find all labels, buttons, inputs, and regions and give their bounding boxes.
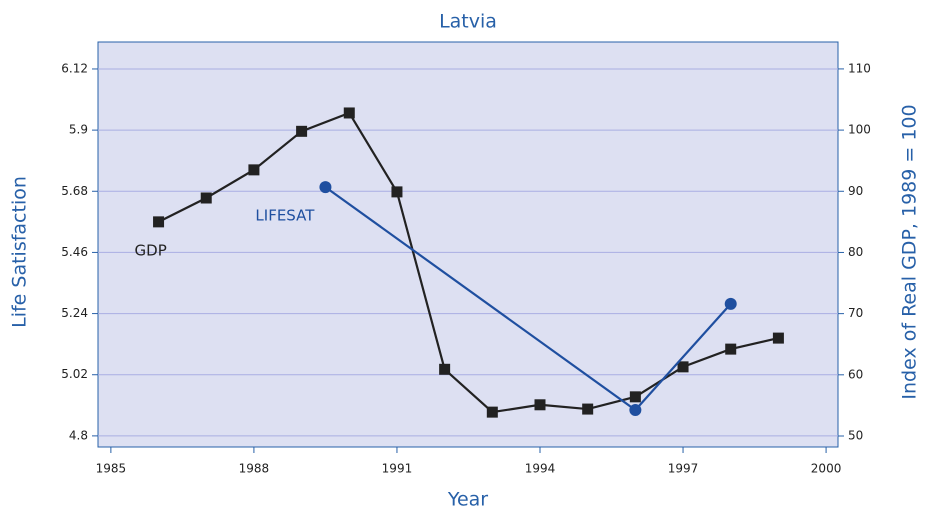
x-tick-label: 1994 — [525, 462, 556, 476]
y2-tick-label: 110 — [848, 61, 871, 75]
y2-axis-title: Index of Real GDP, 1989 = 100 — [899, 104, 921, 399]
marker — [724, 297, 737, 310]
y2-tick-label: 80 — [848, 245, 863, 259]
x-tick-label: 2000 — [811, 462, 842, 476]
series-label: GDP — [135, 241, 167, 259]
marker — [248, 164, 260, 176]
x-tick-label: 1988 — [239, 462, 270, 476]
y-tick-label: 4.8 — [69, 428, 88, 442]
y2-tick-label: 50 — [848, 428, 863, 442]
x-tick-label: 1985 — [96, 462, 127, 476]
marker — [725, 343, 737, 355]
marker — [582, 403, 594, 415]
marker — [486, 406, 498, 418]
plot-area — [97, 41, 839, 448]
series-line — [158, 111, 779, 414]
marker — [534, 399, 546, 411]
y-tick-label: 5.46 — [61, 245, 88, 259]
marker — [677, 361, 689, 373]
y-tick-label: 5.68 — [61, 184, 88, 198]
y-axis-title: Life Satisfaction — [9, 176, 31, 328]
chart-title: Latvia — [439, 11, 497, 33]
marker — [391, 186, 403, 198]
y2-tick-label: 60 — [848, 367, 863, 381]
y-tick-label: 5.02 — [61, 367, 88, 381]
marker — [343, 107, 355, 119]
marker — [439, 363, 451, 375]
y2-tick-label: 100 — [848, 123, 871, 137]
y-tick-label: 5.24 — [61, 306, 88, 320]
x-axis-title: Year — [447, 489, 488, 511]
marker — [153, 216, 165, 228]
y2-tick-label: 70 — [848, 306, 863, 320]
y-tick-label: 6.12 — [61, 61, 88, 75]
marker — [296, 125, 308, 137]
series-label: LIFESAT — [255, 207, 315, 225]
marker — [319, 181, 332, 194]
x-tick-label: 1991 — [382, 462, 413, 476]
y-tick-label: 5.9 — [69, 123, 88, 137]
marker — [629, 391, 641, 403]
marker — [772, 332, 784, 344]
marker — [629, 404, 642, 417]
y2-tick-label: 90 — [848, 184, 863, 198]
marker — [200, 192, 212, 204]
x-tick-label: 1997 — [668, 462, 699, 476]
